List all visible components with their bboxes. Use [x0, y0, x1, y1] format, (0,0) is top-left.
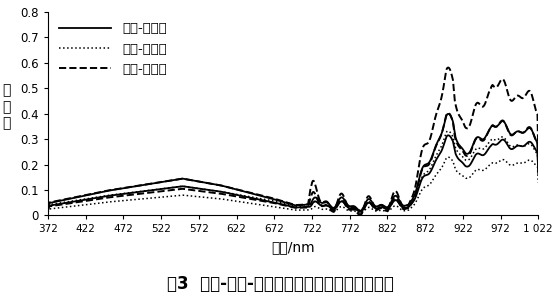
- Y-axis label: 反
射
率: 反 射 率: [2, 84, 11, 130]
- Text: 图3  冷蒿-苔草-羊草原始光谱曲线的置信区间带: 图3 冷蒿-苔草-羊草原始光谱曲线的置信区间带: [166, 274, 394, 292]
- X-axis label: 波长/nm: 波长/nm: [271, 240, 315, 254]
- Legend: 冷蒿-上下限, 苔草-上下限, 羊草-上下限: 冷蒿-上下限, 苔草-上下限, 羊草-上下限: [55, 19, 171, 80]
